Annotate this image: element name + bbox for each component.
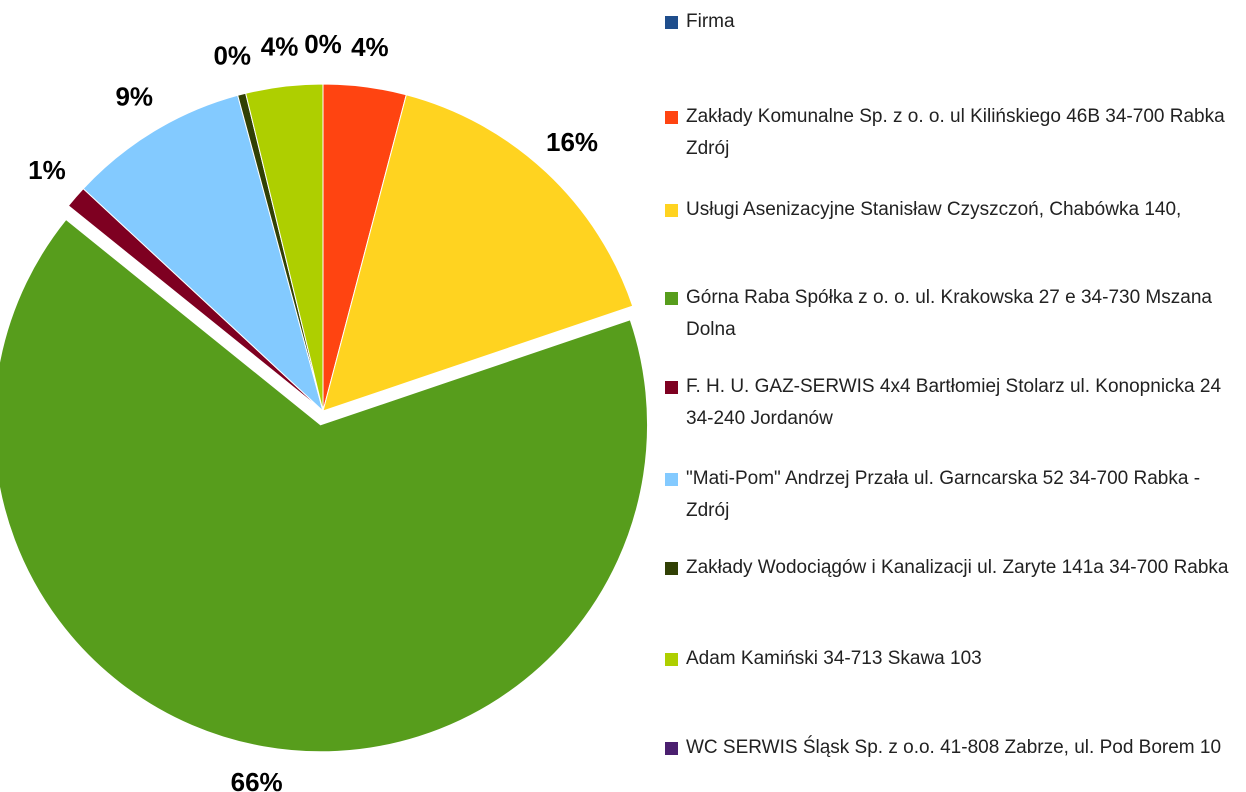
- data-label: 1%: [28, 155, 66, 185]
- legend-swatch: [665, 292, 678, 305]
- data-label: 0%: [304, 29, 342, 59]
- legend-entry: Górna Raba Spółka z o. o. ul. Krakowska …: [665, 282, 1240, 346]
- legend-swatch: [665, 381, 678, 394]
- legend-entry: Usługi Asenizacyjne Stanisław Czyszczoń,…: [665, 194, 1240, 226]
- data-label: 9%: [115, 81, 153, 111]
- legend-label: Zakłady Komunalne Sp. z o. o. ul Kilińsk…: [686, 106, 1225, 159]
- data-label: 16%: [546, 127, 598, 157]
- pie-slice: [0, 218, 649, 753]
- legend-entry: "Mati-Pom" Andrzej Przała ul. Garncarska…: [665, 463, 1240, 527]
- legend-label: Górna Raba Spółka z o. o. ul. Krakowska …: [686, 287, 1212, 340]
- legend-swatch: [665, 204, 678, 217]
- legend-entry: Zakłady Komunalne Sp. z o. o. ul Kilińsk…: [665, 101, 1240, 165]
- legend-entry: Adam Kamiński 34-713 Skawa 103: [665, 643, 1240, 675]
- data-label: 4%: [351, 32, 389, 62]
- legend-entry: F. H. U. GAZ-SERWIS 4x4 Bartłomiej Stola…: [665, 371, 1240, 435]
- data-label: 66%: [231, 767, 283, 792]
- data-label: 0%: [213, 40, 251, 70]
- pie-slice: [245, 83, 324, 412]
- legend-swatch: [665, 473, 678, 486]
- legend-label: WC SERWIS Śląsk Sp. z o.o. 41-808 Zabrze…: [686, 737, 1222, 758]
- legend-label: Adam Kamiński 34-713 Skawa 103: [686, 648, 982, 669]
- legend-label: Firma: [686, 11, 735, 32]
- legend-swatch: [665, 742, 678, 755]
- legend-swatch: [665, 653, 678, 666]
- data-label: 4%: [261, 31, 299, 61]
- legend-swatch: [665, 111, 678, 124]
- legend-label: Zakłady Wodociągów i Kanalizacji ul. Zar…: [686, 557, 1229, 578]
- legend-entry: Firma: [665, 6, 1240, 38]
- legend-label: Usługi Asenizacyjne Stanisław Czyszczoń,…: [686, 199, 1182, 220]
- pie-slice: [322, 94, 634, 412]
- legend-label: "Mati-Pom" Andrzej Przała ul. Garncarska…: [686, 468, 1201, 521]
- legend-label: F. H. U. GAZ-SERWIS 4x4 Bartłomiej Stola…: [686, 376, 1222, 429]
- legend-swatch: [665, 562, 678, 575]
- legend-entry: WC SERWIS Śląsk Sp. z o.o. 41-808 Zabrze…: [665, 732, 1240, 764]
- legend-swatch: [665, 16, 678, 29]
- pie-slice: [82, 94, 324, 413]
- legend-entry: Zakłady Wodociągów i Kanalizacji ul. Zar…: [665, 552, 1240, 584]
